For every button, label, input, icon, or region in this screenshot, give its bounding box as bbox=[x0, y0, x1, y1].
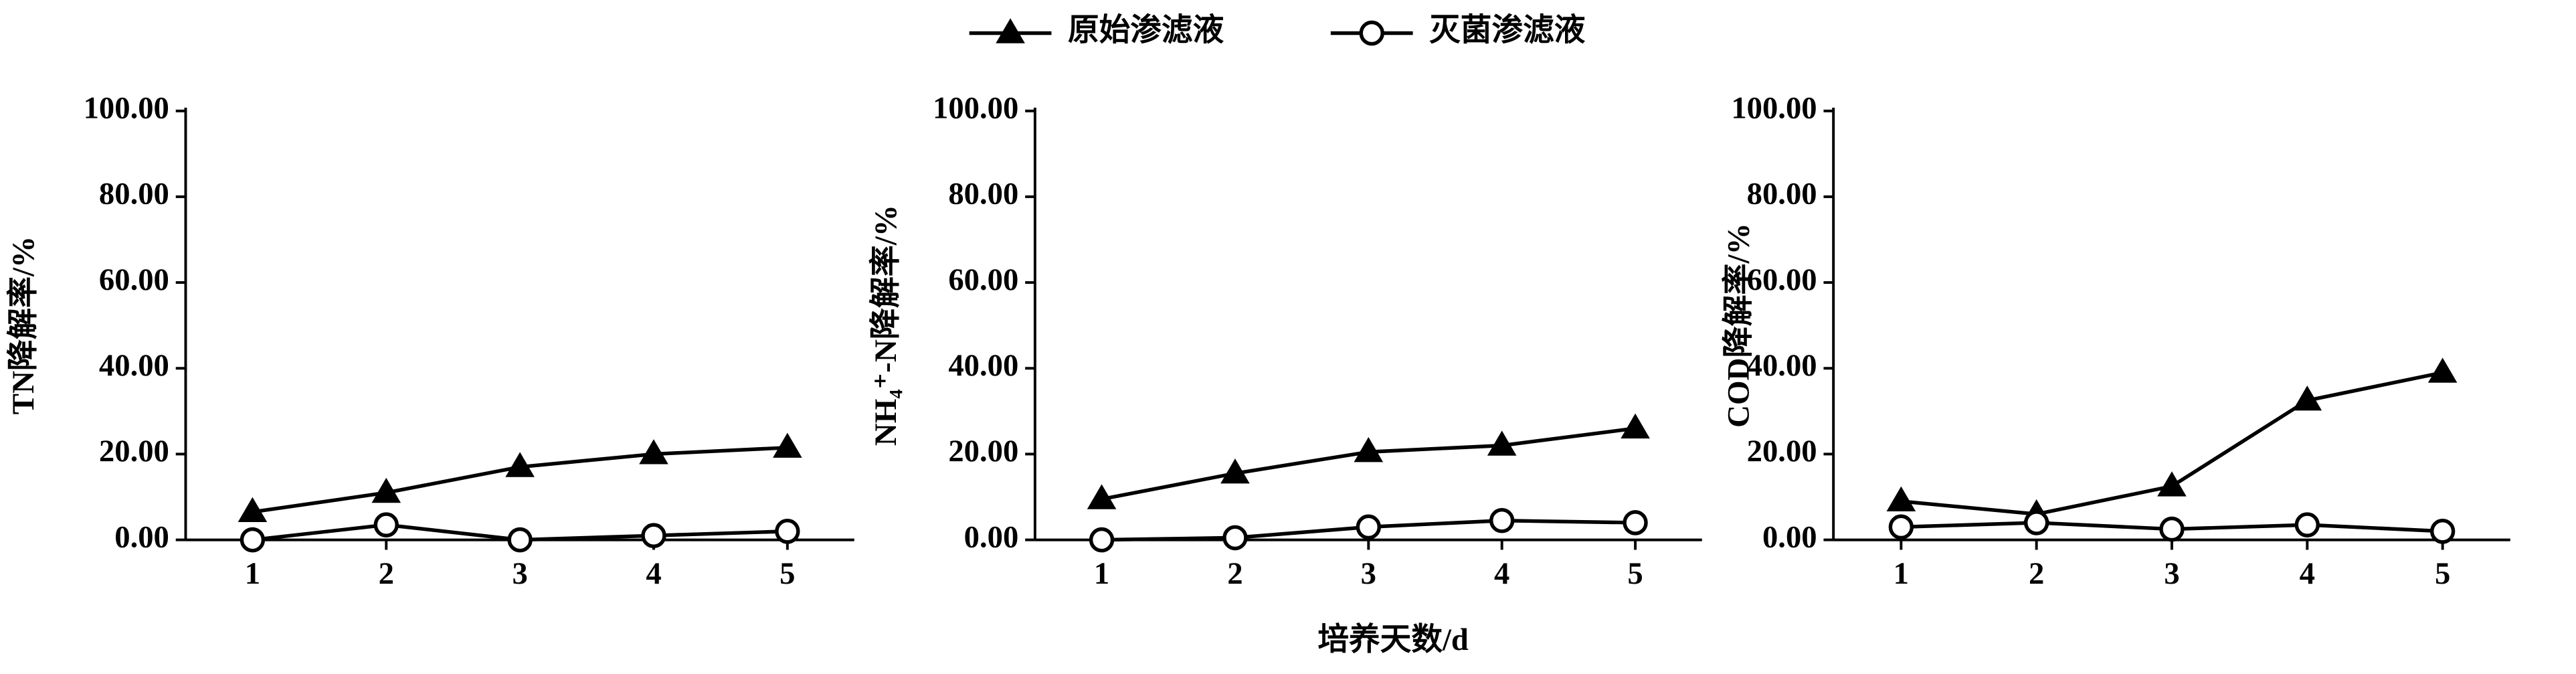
legend-label: 原始渗滤液 bbox=[1068, 13, 1224, 48]
marker-circle bbox=[240, 527, 266, 553]
x-axis-label: 培养天数/d bbox=[1317, 622, 1469, 657]
marker-triangle bbox=[639, 439, 668, 465]
y-tick-label: 80.00 bbox=[948, 177, 1018, 212]
y-tick-label: 0.00 bbox=[964, 519, 1019, 554]
y-tick-label: 40.00 bbox=[99, 348, 169, 383]
marker-circle bbox=[2429, 518, 2456, 544]
x-tick-label: 1 bbox=[245, 556, 260, 591]
marker-triangle bbox=[505, 452, 535, 477]
x-tick-label: 1 bbox=[1894, 556, 1909, 591]
y-tick-label: 60.00 bbox=[1747, 262, 1817, 297]
y-tick-label: 100.00 bbox=[1731, 90, 1817, 125]
marker-triangle bbox=[1886, 486, 1916, 512]
marker-circle bbox=[641, 523, 666, 548]
x-tick-label: 5 bbox=[779, 556, 795, 591]
marker-triangle bbox=[1087, 484, 1117, 509]
y-tick-label: 40.00 bbox=[948, 348, 1018, 383]
y-tick-label: 20.00 bbox=[1747, 434, 1817, 469]
marker-circle bbox=[373, 512, 399, 537]
marker-circle bbox=[1623, 510, 1648, 535]
marker-circle bbox=[507, 527, 533, 553]
marker-triangle bbox=[1354, 436, 1384, 462]
x-tick-label: 3 bbox=[512, 556, 527, 591]
x-tick-label: 3 bbox=[2164, 556, 2179, 591]
marker-circle bbox=[2294, 512, 2320, 537]
x-tick-label: 1 bbox=[1094, 556, 1109, 591]
y-tick-label: 100.00 bbox=[933, 90, 1018, 125]
marker-circle bbox=[775, 518, 800, 544]
marker-circle bbox=[1222, 525, 1248, 551]
legend-marker bbox=[996, 18, 1025, 44]
marker-triangle bbox=[2427, 357, 2458, 383]
x-tick-label: 4 bbox=[1494, 556, 1509, 591]
y-tick-label: 100.00 bbox=[84, 90, 169, 125]
marker-triangle bbox=[773, 432, 802, 458]
x-tick-label: 4 bbox=[646, 556, 661, 591]
legend-label: 灭菌渗滤液 bbox=[1429, 13, 1585, 48]
x-tick-label: 3 bbox=[1361, 556, 1376, 591]
y-tick-label: 60.00 bbox=[948, 262, 1018, 297]
marker-circle bbox=[2023, 510, 2049, 535]
marker-circle bbox=[1089, 527, 1115, 553]
legend-marker bbox=[1359, 20, 1384, 46]
y-tick-label: 80.00 bbox=[1747, 177, 1817, 212]
marker-triangle bbox=[371, 477, 401, 503]
marker-triangle bbox=[1220, 458, 1250, 484]
y-tick-label: 0.00 bbox=[1762, 519, 1817, 554]
x-tick-label: 5 bbox=[1627, 556, 1643, 591]
marker-circle bbox=[1489, 507, 1515, 533]
marker-triangle bbox=[238, 497, 268, 523]
x-tick-label: 2 bbox=[1227, 556, 1243, 591]
marker-triangle bbox=[1621, 413, 1650, 439]
x-tick-label: 5 bbox=[2435, 556, 2450, 591]
x-tick-label: 4 bbox=[2300, 556, 2315, 591]
marker-triangle bbox=[2292, 386, 2322, 411]
y-tick-label: 20.00 bbox=[99, 434, 169, 469]
x-tick-label: 2 bbox=[379, 556, 394, 591]
marker-circle bbox=[1888, 514, 1914, 540]
y-axis-label: TN降解率/% bbox=[6, 236, 41, 414]
y-tick-label: 20.00 bbox=[948, 434, 1018, 469]
marker-triangle bbox=[2157, 471, 2187, 497]
marker-circle bbox=[1356, 514, 1381, 540]
y-axis-label: NH₄⁺-N降解率/% bbox=[868, 205, 903, 446]
y-tick-label: 80.00 bbox=[99, 177, 169, 212]
y-axis-label: COD降解率/% bbox=[1722, 223, 1756, 428]
y-tick-label: 0.00 bbox=[114, 519, 169, 554]
y-tick-label: 40.00 bbox=[1747, 348, 1817, 383]
marker-circle bbox=[2159, 516, 2185, 542]
x-tick-label: 2 bbox=[2029, 556, 2044, 591]
y-tick-label: 60.00 bbox=[99, 262, 169, 297]
marker-triangle bbox=[1487, 430, 1517, 456]
